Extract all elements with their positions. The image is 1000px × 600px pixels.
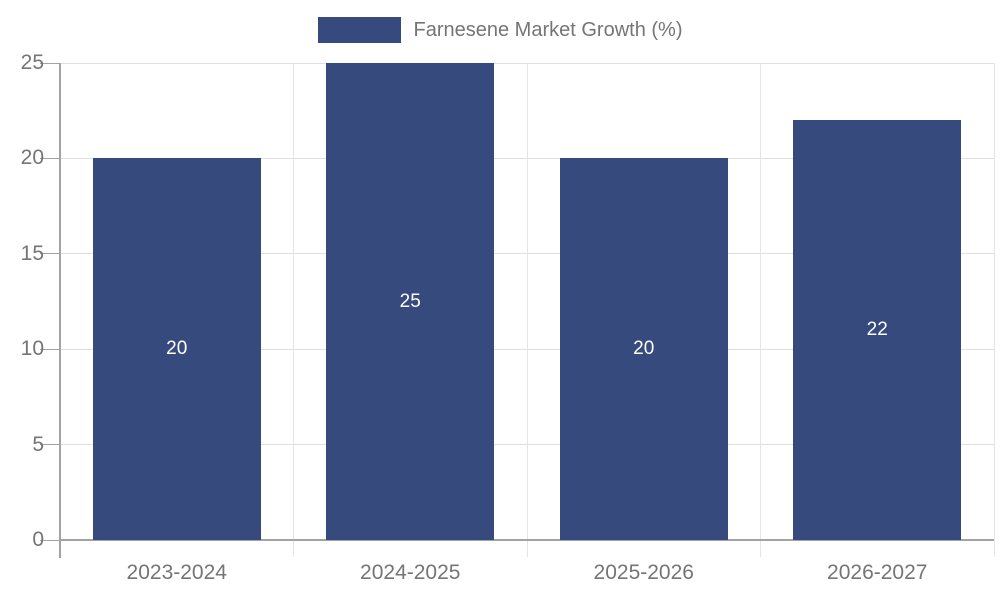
legend-swatch [317, 17, 401, 43]
bar-value-label: 25 [399, 290, 421, 312]
y-tick-label: 15 [20, 241, 44, 265]
bar[interactable]: 20 [92, 158, 261, 540]
legend-label: Farnesene Market Growth (%) [413, 19, 683, 41]
bar-value-label: 22 [866, 319, 888, 341]
x-axis-line [60, 539, 994, 541]
y-axis-line [59, 63, 61, 558]
bar[interactable]: 22 [793, 120, 962, 540]
bar[interactable]: 25 [326, 63, 495, 540]
y-axis-tick [40, 62, 60, 64]
y-axis-tick [40, 253, 60, 255]
legend[interactable]: Farnesene Market Growth (%) [0, 15, 1000, 45]
x-tick-label: 2024-2025 [360, 561, 461, 584]
x-boundary-gridline [526, 63, 528, 557]
y-axis-tick [40, 444, 60, 446]
x-tick-label: 2025-2026 [593, 561, 694, 584]
y-tick-label: 0 [32, 528, 44, 551]
y-tick-label: 20 [20, 146, 44, 170]
y-axis-tick [40, 539, 60, 541]
x-boundary-gridline [293, 63, 294, 557]
y-axis-tick [40, 157, 60, 159]
x-boundary-gridline [760, 63, 761, 557]
bar-value-label: 20 [166, 338, 188, 360]
bar-value-label: 20 [633, 338, 655, 360]
y-tick-label: 10 [20, 337, 44, 361]
bar[interactable]: 20 [559, 158, 728, 540]
y-tick-label: 5 [32, 432, 44, 456]
y-axis-tick [40, 348, 60, 350]
x-boundary-gridline [993, 63, 995, 557]
y-tick-label: 25 [20, 51, 44, 74]
x-tick-label: 2023-2024 [126, 561, 227, 584]
x-tick-label: 2026-2027 [827, 561, 928, 584]
